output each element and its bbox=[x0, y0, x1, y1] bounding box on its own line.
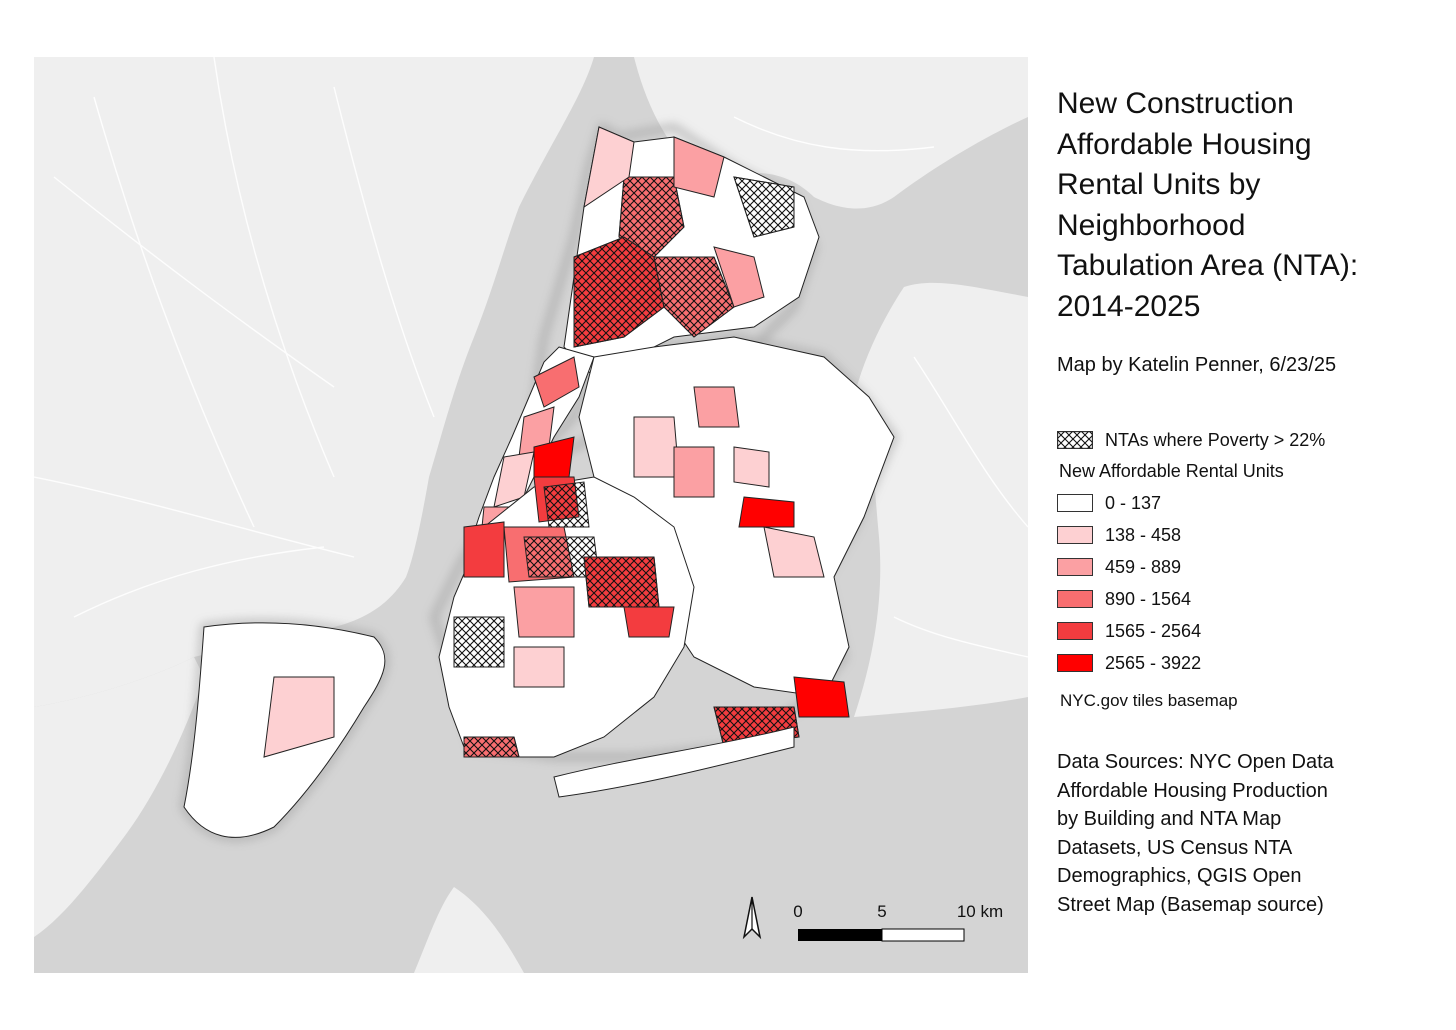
north-arrow-icon bbox=[742, 896, 762, 940]
sources-line: Data Sources: NYC Open Data bbox=[1057, 751, 1334, 773]
legend-class-label: 459 - 889 bbox=[1105, 556, 1182, 577]
bronx bbox=[563, 126, 820, 378]
scale-label-5: 5 bbox=[877, 902, 886, 921]
legend-swatch bbox=[1057, 526, 1093, 544]
brooklyn bbox=[438, 436, 695, 758]
map-frame: 0 5 10 km bbox=[34, 57, 1028, 973]
map-title: New Construction Affordable Housing Rent… bbox=[1057, 84, 1437, 327]
legend-classes: 0 - 137 138 - 458 459 - 889 890 - 1564 1565 … bbox=[1057, 487, 1437, 679]
legend-class-label: 890 - 1564 bbox=[1105, 588, 1192, 609]
legend-swatch bbox=[1057, 622, 1093, 640]
queens bbox=[578, 336, 895, 748]
legend: NTAs where Poverty > 22% New Affordable … bbox=[1057, 425, 1437, 711]
title-line: New Construction bbox=[1057, 87, 1294, 120]
legend-heading: New Affordable Rental Units bbox=[1059, 461, 1284, 481]
data-sources: Data Sources: NYC Open Data Affordable H… bbox=[1057, 748, 1417, 919]
basemap-roads bbox=[34, 57, 1028, 658]
legend-swatch bbox=[1057, 654, 1093, 672]
sources-line: Datasets, US Census NTA bbox=[1057, 836, 1293, 859]
legend-class-label: 2565 - 3922 bbox=[1105, 652, 1202, 673]
sources-line: Street Map (Basemap source) bbox=[1057, 893, 1324, 916]
title-line: Rental Units by bbox=[1057, 168, 1261, 201]
legend-class-row: 138 - 458 bbox=[1057, 519, 1437, 551]
basemap-land bbox=[34, 57, 1028, 973]
title-line: 2014-2025 bbox=[1057, 289, 1201, 323]
scale-label-0: 0 bbox=[793, 902, 802, 921]
title-line: Neighborhood bbox=[1057, 208, 1246, 242]
hatch-swatch bbox=[1057, 431, 1093, 449]
sources-line: Affordable Housing Production bbox=[1057, 779, 1328, 802]
legend-swatch bbox=[1057, 590, 1093, 608]
legend-class-row: 0 - 137 bbox=[1057, 487, 1437, 519]
legend-swatch bbox=[1057, 558, 1093, 576]
rockaway bbox=[553, 726, 795, 798]
legend-class-label: 0 - 137 bbox=[1105, 492, 1162, 513]
basemap-credit: NYC.gov tiles basemap bbox=[1060, 691, 1238, 710]
scale-bar-white bbox=[881, 928, 965, 942]
legend-class-row: 2565 - 3922 bbox=[1057, 647, 1437, 679]
legend-class-row: 459 - 889 bbox=[1057, 551, 1437, 583]
staten-island bbox=[183, 622, 386, 838]
legend-class-row: 1565 - 2564 bbox=[1057, 615, 1437, 647]
legend-class-row: 890 - 1564 bbox=[1057, 583, 1437, 615]
sources-line: Demographics, QGIS Open bbox=[1057, 865, 1302, 887]
byline: Map by Katelin Penner, 6/23/25 bbox=[1057, 354, 1337, 376]
legend-swatch bbox=[1057, 494, 1093, 512]
title-line: Affordable Housing bbox=[1057, 127, 1312, 161]
sources-line: by Building and NTA Map bbox=[1057, 808, 1282, 830]
legend-class-label: 1565 - 2564 bbox=[1105, 620, 1202, 641]
legend-hatch-label: NTAs where Poverty > 22% bbox=[1105, 429, 1326, 450]
scale-bar-black bbox=[798, 929, 882, 941]
scale-label-10: 10 km bbox=[957, 902, 1003, 921]
legend-hatch-row: NTAs where Poverty > 22% bbox=[1057, 425, 1437, 455]
legend-class-label: 138 - 458 bbox=[1105, 524, 1182, 545]
title-line: Tabulation Area (NTA): bbox=[1057, 249, 1359, 282]
scale-bar: 0 5 10 km bbox=[793, 902, 1003, 942]
